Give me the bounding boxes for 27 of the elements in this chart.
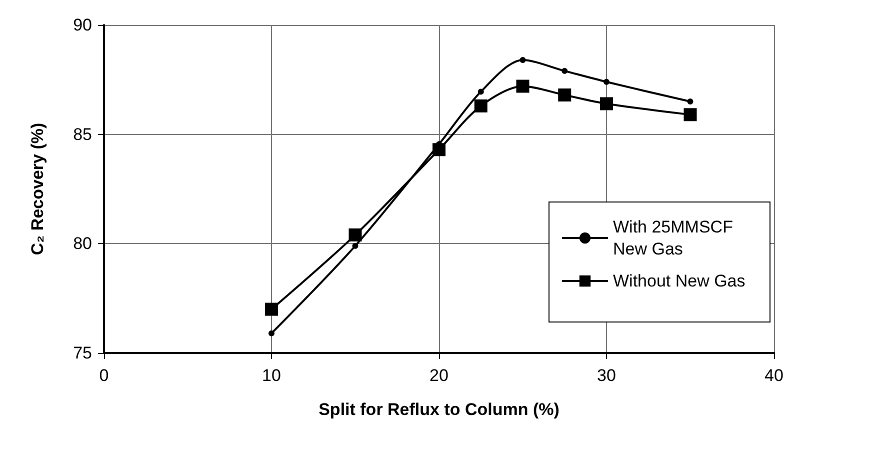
x-tick-label: 0 bbox=[99, 366, 109, 385]
point bbox=[352, 242, 358, 249]
x-tick-label: 30 bbox=[597, 366, 616, 385]
legend-label: Without New Gas bbox=[613, 272, 746, 290]
point bbox=[684, 108, 697, 122]
point bbox=[348, 228, 362, 242]
y-tick-label: 75 bbox=[73, 344, 92, 362]
x-tick-label: 40 bbox=[764, 366, 784, 385]
point bbox=[600, 97, 613, 110]
y-tick-label: 85 bbox=[73, 124, 92, 144]
point bbox=[562, 68, 568, 74]
point bbox=[604, 78, 610, 85]
point bbox=[268, 330, 274, 336]
y-tick-label: 90 bbox=[73, 16, 92, 34]
point bbox=[478, 88, 484, 95]
point bbox=[520, 56, 526, 63]
y-axis-title: C₂ Recovery (%) bbox=[28, 122, 47, 256]
y-tick-label: 80 bbox=[73, 234, 92, 254]
point bbox=[558, 88, 572, 102]
point bbox=[687, 98, 694, 105]
x-axis-title: Split for Reflux to Column (%) bbox=[318, 400, 560, 419]
point bbox=[474, 99, 488, 112]
point bbox=[265, 302, 278, 316]
point bbox=[516, 80, 530, 93]
x-tick-label: 10 bbox=[262, 366, 281, 385]
legend-label: With 25MMSCF New Gas bbox=[613, 218, 738, 258]
x-tick-label: 20 bbox=[430, 366, 448, 385]
